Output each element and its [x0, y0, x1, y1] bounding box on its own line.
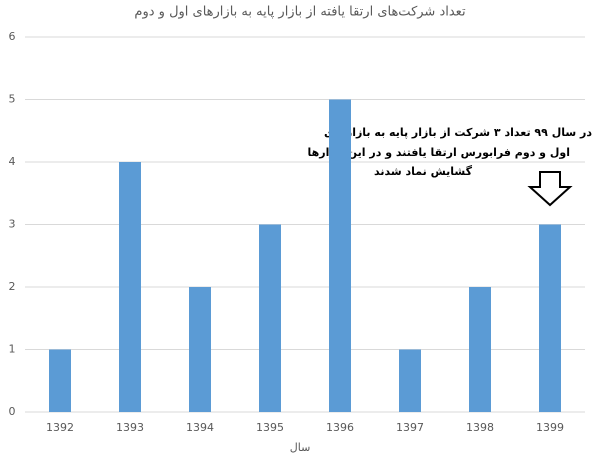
y-tick-label: 6 — [9, 30, 16, 43]
annotation: گشایش نماد شدند — [374, 165, 473, 178]
x-tick-label: 1397 — [396, 421, 424, 434]
bar — [329, 99, 351, 412]
y-tick-label: 5 — [9, 93, 16, 106]
y-tick-label: 3 — [9, 218, 16, 231]
x-tick-label: 1395 — [256, 421, 284, 434]
x-tick-label: 1393 — [116, 421, 144, 434]
y-tick-label: 2 — [9, 280, 16, 293]
y-tick-label: 4 — [9, 155, 16, 168]
bar — [259, 224, 281, 412]
x-tick-label: 1392 — [46, 421, 74, 434]
bar — [189, 287, 211, 412]
x-axis-label: سال — [290, 441, 311, 454]
bar — [119, 162, 141, 412]
x-tick-label: 1399 — [536, 421, 564, 434]
bar — [49, 349, 71, 412]
bar — [399, 349, 421, 412]
x-tick-label: 1394 — [186, 421, 214, 434]
chart-title: تعداد شرکت‌های ارتقا یافته از بازار پایه… — [134, 5, 466, 20]
bar — [469, 287, 491, 412]
bar — [539, 224, 561, 412]
annotation: در سال ۹۹ تعداد ۳ شرکت از بازار پایه به … — [324, 126, 592, 139]
y-tick-label: 0 — [9, 405, 16, 418]
arrow — [527, 171, 573, 207]
x-tick-label: 1396 — [326, 421, 354, 434]
x-tick-label: 1398 — [466, 421, 494, 434]
annotation: اول و دوم فرابورس ارتقا یافتند و در این … — [307, 146, 570, 159]
y-tick-label: 1 — [9, 343, 16, 356]
